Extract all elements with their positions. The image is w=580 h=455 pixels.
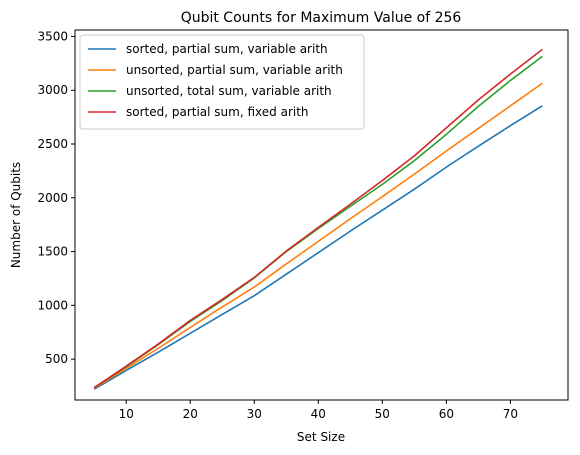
x-tick-label: 40 — [311, 407, 326, 421]
legend: sorted, partial sum, variable arith unsor… — [79, 34, 365, 130]
series-line-1 — [93, 105, 543, 390]
legend-item: unsorted, partial sum, variable arith — [88, 63, 343, 77]
legend-label: sorted, partial sum, variable arith — [126, 42, 328, 56]
y-tick-label: 500 — [45, 352, 68, 366]
y-tick-label: 2000 — [37, 191, 68, 205]
x-axis-title: Set Size — [297, 430, 345, 444]
y-tick-label: 3500 — [37, 29, 68, 43]
y-axis-title: Number of Qubits — [9, 162, 23, 268]
legend-label: sorted, partial sum, fixed arith — [126, 105, 309, 119]
legend-box — [79, 34, 365, 130]
y-tick-label: 3000 — [37, 83, 68, 97]
y-tick-label: 2500 — [37, 137, 68, 151]
y-tick-label: 1000 — [37, 298, 68, 312]
y-axis: 500 1000 1500 2000 2500 3000 3500 — [37, 29, 75, 366]
x-tick-label: 30 — [247, 407, 262, 421]
series-line-4 — [93, 48, 543, 389]
series-line-2 — [93, 82, 543, 389]
plot-area — [74, 29, 569, 401]
legend-item: sorted, partial sum, fixed arith — [88, 105, 309, 119]
x-tick-label: 10 — [119, 407, 134, 421]
legend-item: sorted, partial sum, variable arith — [88, 42, 328, 56]
x-axis: 10 20 30 40 50 60 70 — [119, 400, 518, 421]
x-tick-label: 70 — [503, 407, 518, 421]
legend-item: unsorted, total sum, variable arith — [88, 84, 332, 98]
series-lines — [93, 48, 543, 390]
legend-label: unsorted, partial sum, variable arith — [126, 63, 343, 77]
x-tick-label: 60 — [439, 407, 454, 421]
x-tick-label: 50 — [375, 407, 390, 421]
chart-title: Qubit Counts for Maximum Value of 256 — [181, 10, 462, 26]
y-tick-label: 1500 — [37, 245, 68, 259]
x-tick-label: 20 — [183, 407, 198, 421]
legend-label: unsorted, total sum, variable arith — [126, 84, 332, 98]
